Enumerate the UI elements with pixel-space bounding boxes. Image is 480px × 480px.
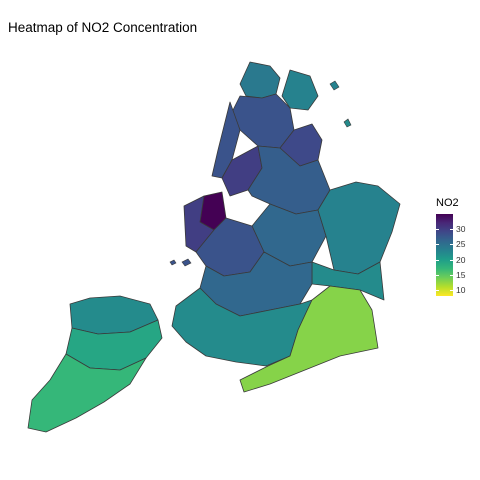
legend-colorbar — [436, 214, 453, 296]
map-region-bronx-northeast — [281, 69, 319, 111]
legend-tick-label: 25 — [456, 239, 466, 250]
legend-tick-mark — [450, 259, 453, 261]
map-islet — [181, 258, 192, 267]
map-region-rockaways — [239, 285, 379, 393]
legend-title: NO2 — [436, 197, 459, 209]
legend-tick-mark — [436, 259, 439, 261]
map-islet — [169, 259, 177, 266]
map-region-queens-east — [317, 181, 401, 275]
legend-tick-label: 15 — [456, 269, 466, 280]
legend-tick-mark — [450, 274, 453, 276]
legend-tick-label: 10 — [456, 284, 466, 295]
map-islet — [329, 80, 340, 91]
legend-tick-mark — [436, 289, 439, 291]
legend-tick-mark — [436, 229, 439, 231]
legend: NO2 30 25 20 15 10 — [436, 197, 465, 296]
legend-tick-mark — [450, 289, 453, 291]
legend-tick-label: 30 — [456, 224, 466, 235]
map-region-staten-island-south — [27, 353, 147, 433]
legend-tick-mark — [450, 244, 453, 246]
legend-tick-mark — [436, 274, 439, 276]
map-islet — [343, 118, 352, 128]
map-region-bronx-north — [239, 61, 281, 99]
legend-tick-label: 20 — [456, 254, 466, 265]
map-region-bronx-central — [231, 93, 295, 149]
legend-tick-mark — [450, 229, 453, 231]
map-title: Heatmap of NO2 Concentration — [8, 20, 198, 35]
legend-tick-mark — [436, 244, 439, 246]
